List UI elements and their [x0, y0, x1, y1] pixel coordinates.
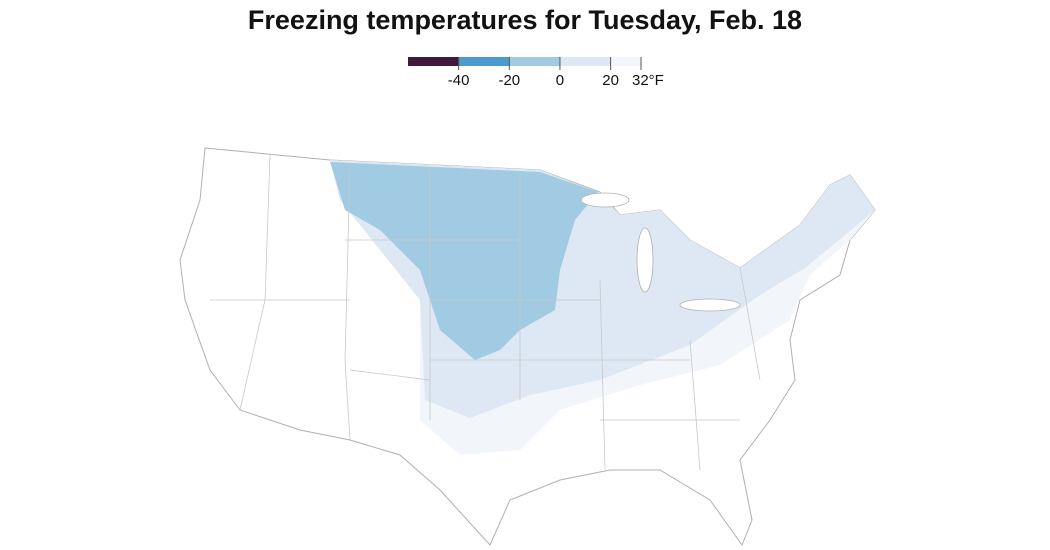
lake [580, 192, 630, 208]
legend-swatch [509, 57, 560, 66]
lake [679, 298, 741, 312]
legend-tick-label: -20 [498, 72, 520, 89]
legend-tick-label: 0 [556, 72, 564, 89]
map-title: Freezing temperatures for Tuesday, Feb. … [248, 5, 802, 35]
legend-tick-label: 32°F [632, 72, 664, 89]
legend-tick-label: 20 [602, 72, 619, 89]
legend-tick-label: -40 [448, 72, 470, 89]
state-line [210, 154, 761, 471]
legend-swatch [458, 57, 510, 66]
legend-swatch [610, 57, 641, 66]
temp-region [330, 162, 598, 360]
legend-swatch [408, 57, 459, 66]
legend: -40 -20 0 20 32°F [408, 57, 664, 89]
map [179, 147, 876, 547]
lake [636, 227, 654, 293]
legend-swatch [559, 57, 611, 66]
